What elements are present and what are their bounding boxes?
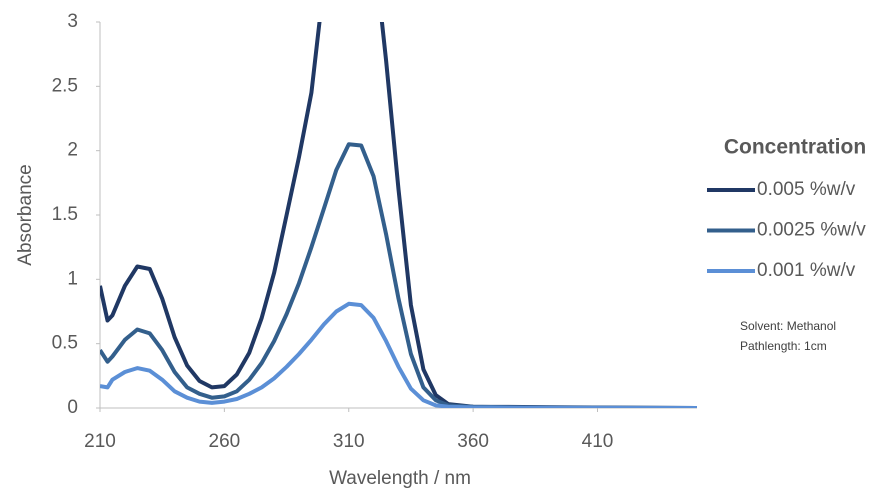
x-axis-title: Wavelength / nm: [329, 468, 471, 489]
annotation: Solvent: Methanol: [740, 319, 836, 333]
x-tick-label: 260: [209, 431, 241, 452]
y-tick-label: 1.5: [52, 204, 78, 225]
x-tick-label: 310: [333, 431, 365, 452]
legend-label: 0.0025 %w/v: [757, 220, 866, 241]
y-tick-label: 0.5: [52, 333, 78, 354]
x-tick-label: 410: [582, 431, 614, 452]
annotation: Pathlength: 1cm: [740, 339, 827, 353]
x-tick-label: 360: [457, 431, 489, 452]
y-tick-label: 1: [67, 268, 78, 289]
y-axis-title: Absorbance: [15, 164, 36, 265]
legend-title: Concentration: [724, 136, 866, 159]
y-tick-label: 3: [67, 11, 78, 32]
legend-label: 0.005 %w/v: [757, 179, 856, 200]
x-tick-label: 210: [84, 431, 116, 452]
y-tick-label: 2: [67, 140, 78, 161]
legend-label: 0.001 %w/v: [757, 260, 856, 281]
y-tick-label: 2.5: [52, 75, 78, 96]
data-line: [100, 301, 697, 408]
data-line: [100, 142, 697, 408]
y-tick-label: 0: [67, 397, 78, 418]
data-line: [100, 22, 697, 408]
